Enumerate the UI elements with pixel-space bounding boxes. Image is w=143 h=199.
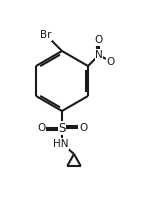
Text: O: O <box>79 123 87 133</box>
Text: HN: HN <box>53 139 69 149</box>
Text: N: N <box>95 50 103 60</box>
Text: S: S <box>58 122 66 135</box>
Text: O: O <box>107 57 115 67</box>
Text: O: O <box>95 35 103 45</box>
Text: O: O <box>37 123 45 133</box>
Text: Br: Br <box>40 30 52 40</box>
